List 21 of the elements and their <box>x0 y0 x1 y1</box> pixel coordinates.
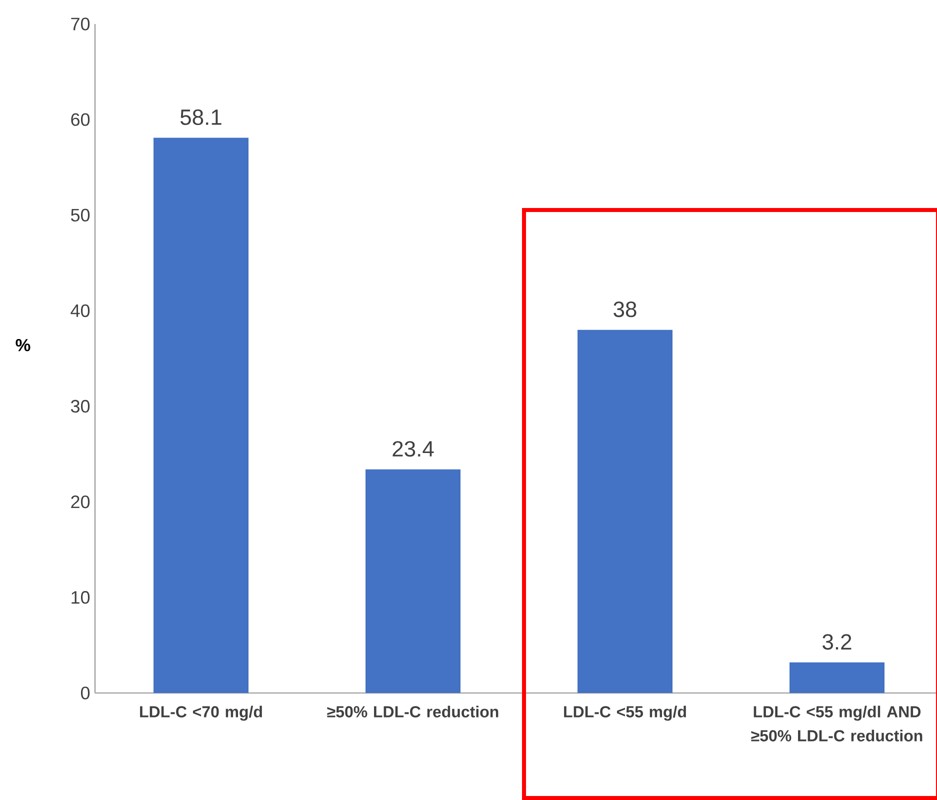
data-label: 23.4 <box>392 441 434 457</box>
bar <box>790 662 885 693</box>
y-tick-label: 60 <box>71 113 90 126</box>
bar <box>578 330 673 693</box>
bar <box>154 138 249 693</box>
bar <box>366 469 461 693</box>
y-tick-label: 70 <box>71 18 90 30</box>
x-tick-label: LDL-C <55 mg/d <box>564 706 686 721</box>
y-tick-label: 0 <box>80 686 90 700</box>
data-label: 38 <box>614 302 636 318</box>
y-tick-label: 30 <box>70 400 90 413</box>
data-label: 58.1 <box>180 109 222 126</box>
x-tick-label: ≥50% LDL-C reduction <box>327 706 498 718</box>
data-label: 3.2 <box>822 634 852 650</box>
y-axis-title: % <box>16 339 30 352</box>
y-tick-label: 20 <box>71 495 90 508</box>
y-tick-label: 40 <box>70 304 90 318</box>
y-tick-label: 10 <box>72 591 90 604</box>
x-tick-label: LDL-C <70 mg/d <box>140 706 262 721</box>
x-tick-label: LDL-C <55 mg/dl AND ≥50% LDL-C reduction <box>751 706 922 742</box>
y-tick-label: 50 <box>70 208 90 222</box>
